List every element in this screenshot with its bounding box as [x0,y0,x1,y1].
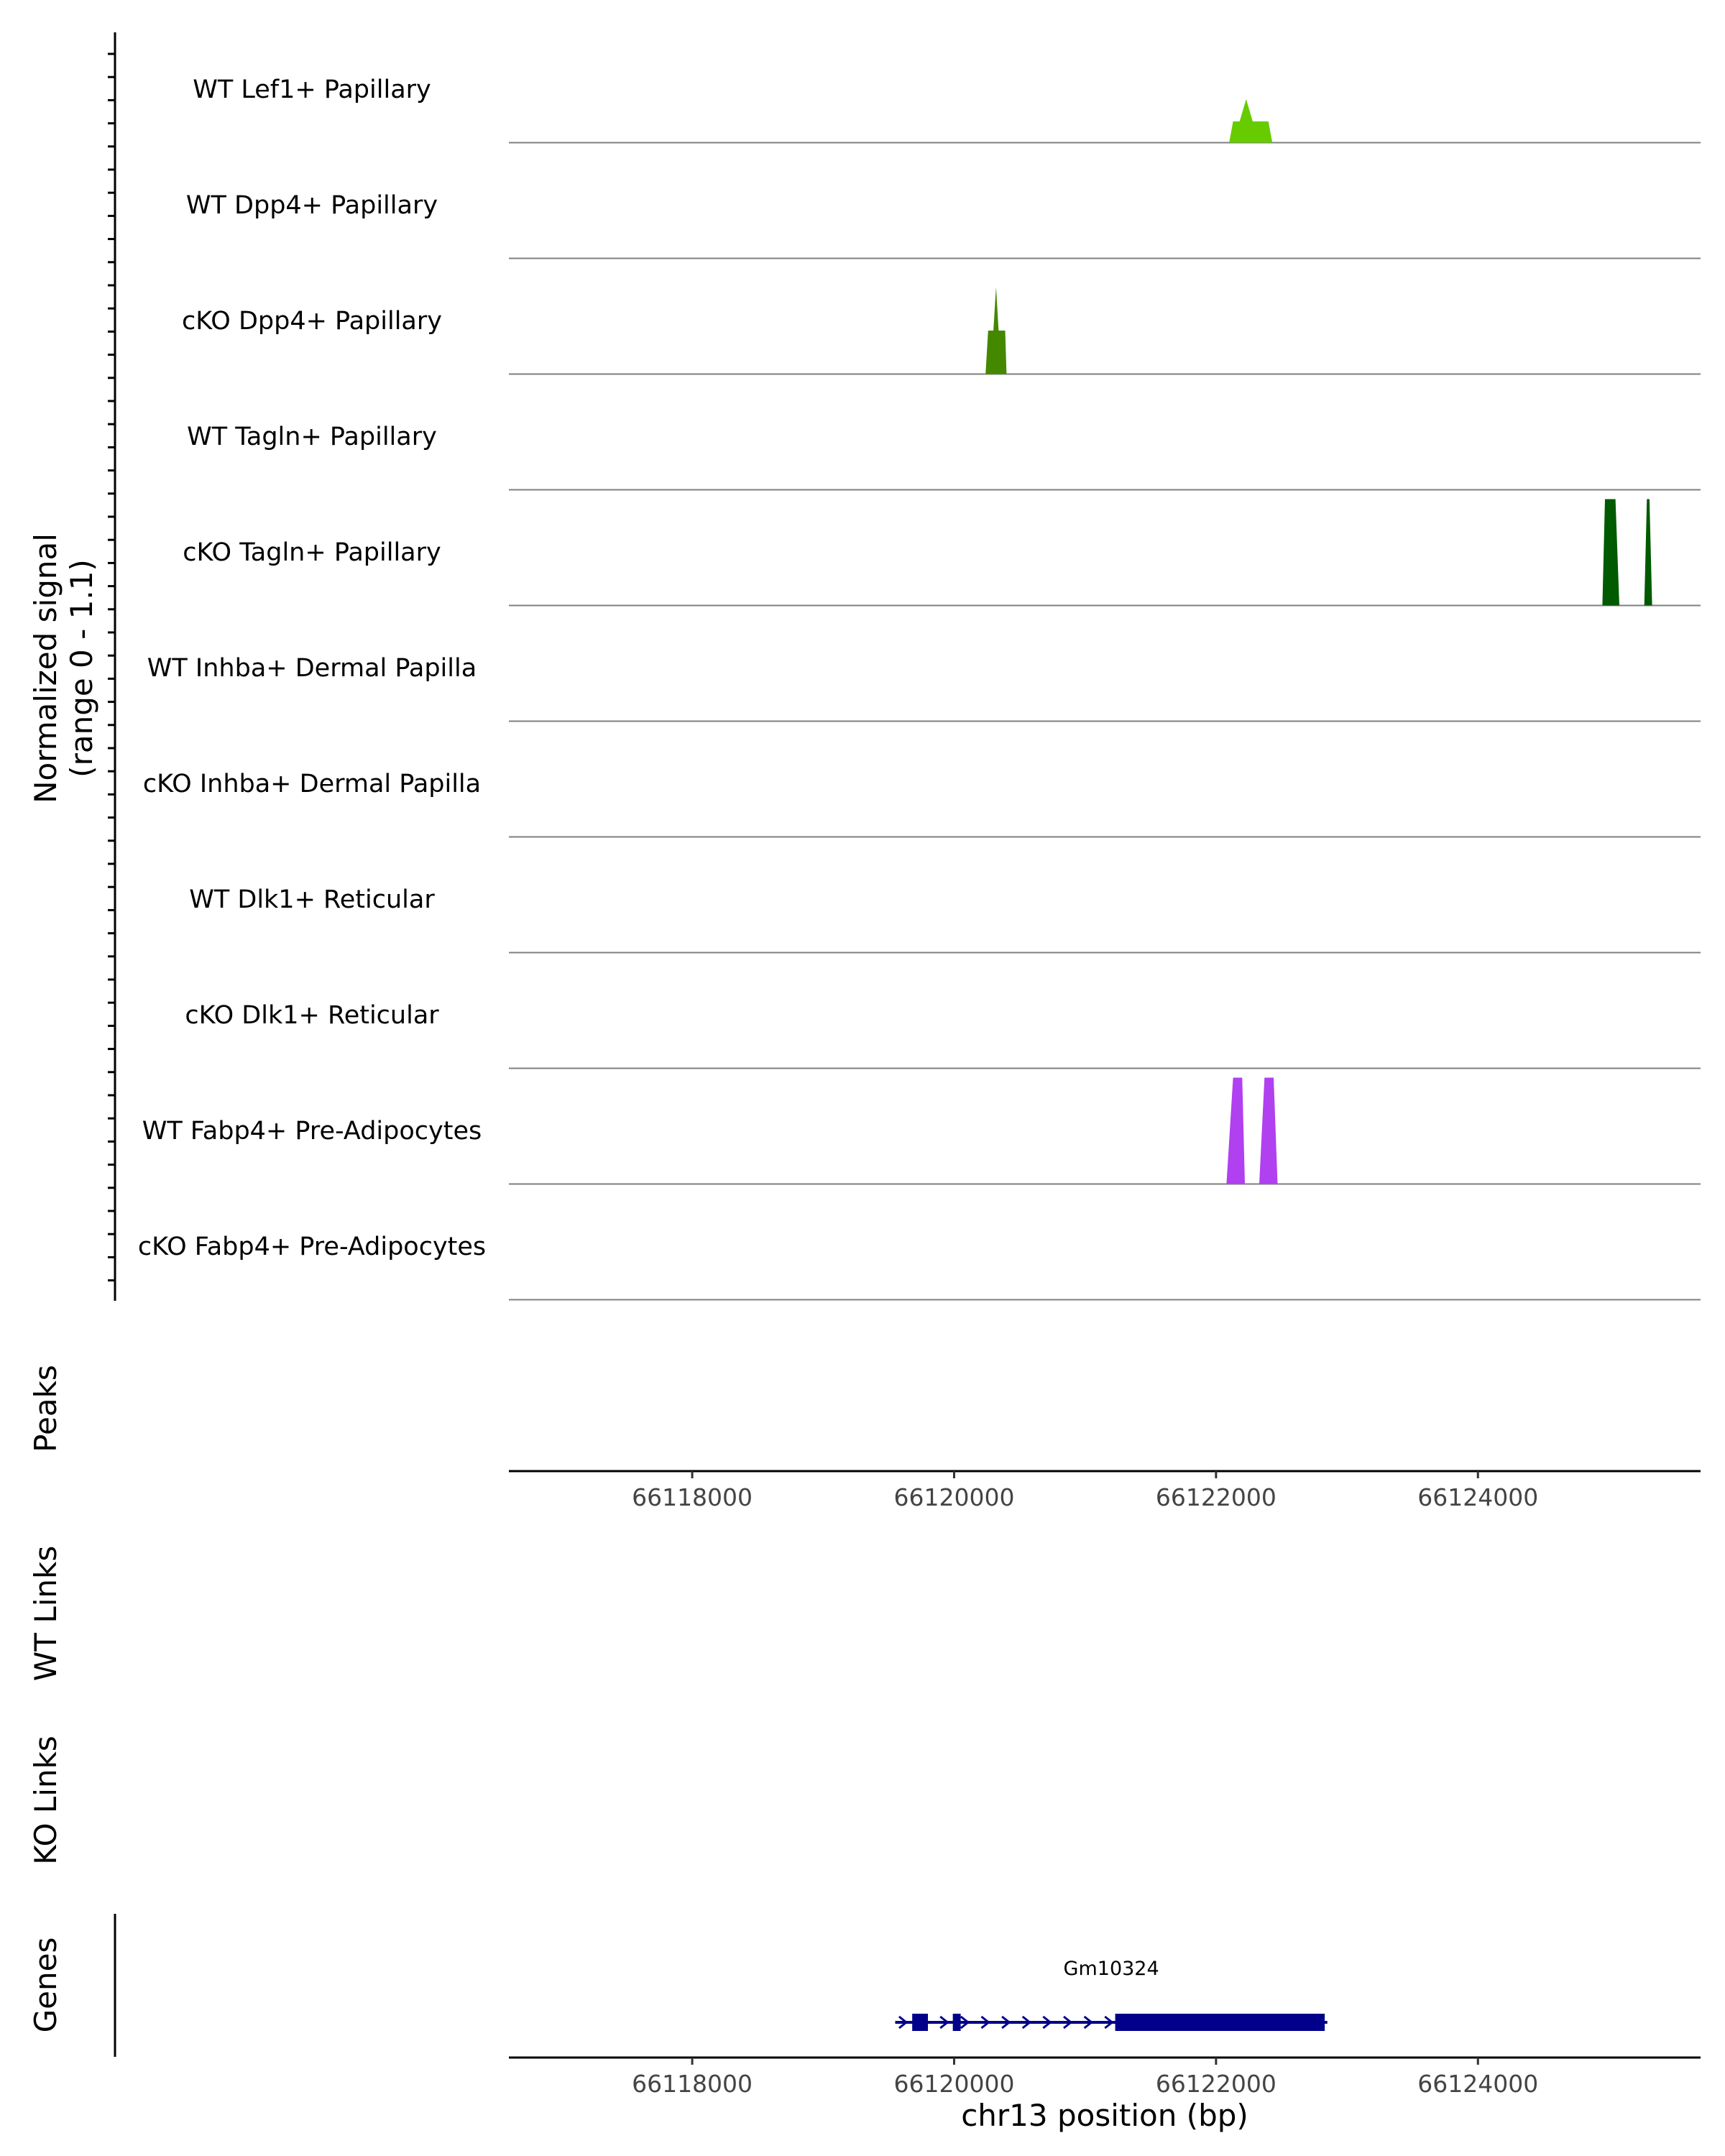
peaks-x-axis-ticks: 66118000 66120000 66122000 66124000 [632,1471,1538,1511]
x-tick-label: 66120000 [893,1483,1014,1511]
x-tick-label: 66118000 [632,2070,753,2098]
x-tick-label: 66124000 [1417,2070,1538,2098]
genes-panel-label: Genes [28,1938,63,2033]
track-label: WT Dlk1+ Reticular [189,885,435,914]
track-10: WT Fabp4+ Pre-Adipocytes [142,1077,1701,1185]
strand-arrow [1021,2015,1032,2030]
track-11: cKO Fabp4+ Pre-Adipocytes [138,1233,1701,1301]
y-axis-label: Normalized signal [28,533,63,803]
gene-exon [1115,2014,1325,2031]
strand-arrow [939,2015,949,2030]
strand-arrow [1001,2015,1011,2030]
x-tick-label: 66118000 [632,1483,753,1511]
genes-x-axis-ticks: 66118000 66120000 66122000 66124000 [632,2058,1538,2098]
track-5: cKO Tagln+ Papillary [183,499,1701,607]
track-label: cKO Dlk1+ Reticular [185,1001,439,1030]
strand-arrow [980,2015,990,2030]
gene-exon [952,2014,961,2031]
x-tick-label: 66122000 [1156,2070,1276,2098]
track-6: WT Inhba+ Dermal Papilla [147,654,1701,722]
track-label: cKO Dpp4+ Papillary [182,307,442,336]
track-label: cKO Inhba+ Dermal Papilla [143,770,481,798]
strand-arrow [898,2015,908,2030]
gene-exon [912,2014,929,2031]
gene-name-label: Gm10324 [1064,1958,1159,1980]
track-layer: WT Lef1+ Papillary WT Dpp4+ Papillary cKO … [138,75,1701,1301]
x-tick-label: 66124000 [1417,1483,1538,1511]
track-2: WT Dpp4+ Papillary [186,191,1701,259]
strand-arrow [960,2015,970,2030]
track-1: WT Lef1+ Papillary [193,75,1701,144]
x-axis-label: chr13 position (bp) [961,2098,1248,2133]
track-label: cKO Tagln+ Papillary [183,538,441,567]
peaks-panel-label: Peaks [28,1365,63,1452]
y-axis-range-label: (range 0 - 1.1) [64,559,99,778]
track-label: cKO Fabp4+ Pre-Adipocytes [138,1233,486,1261]
track-label: WT Dpp4+ Papillary [186,191,438,220]
track-8: WT Dlk1+ Reticular [189,885,1701,954]
x-tick-label: 66122000 [1156,1483,1276,1511]
coverage-y-axis-ticks [108,52,115,1282]
strand-arrow [1042,2015,1052,2030]
track-label: WT Inhba+ Dermal Papilla [147,654,477,683]
signal-area [985,287,1007,374]
x-tick-label: 66120000 [893,2070,1014,2098]
track-4: WT Tagln+ Papillary [187,423,1701,491]
strand-arrow [1104,2015,1114,2030]
signal-area [1229,99,1273,143]
signal-area [1226,1077,1278,1184]
track-label: WT Lef1+ Papillary [193,75,431,104]
track-label: WT Tagln+ Papillary [187,423,437,451]
strand-arrow [1063,2015,1073,2030]
track-label: WT Fabp4+ Pre-Adipocytes [142,1117,482,1146]
track-7: cKO Inhba+ Dermal Papilla [143,770,1701,838]
strand-arrow [1083,2015,1094,2030]
track-9: cKO Dlk1+ Reticular [185,1001,1701,1069]
wt-links-panel-label: WT Links [28,1546,63,1681]
track-3: cKO Dpp4+ Papillary [182,287,1701,375]
gene-track: Gm10324 [895,1958,1328,2031]
ko-links-panel-label: KO Links [28,1736,63,1865]
signal-area [1602,499,1652,606]
